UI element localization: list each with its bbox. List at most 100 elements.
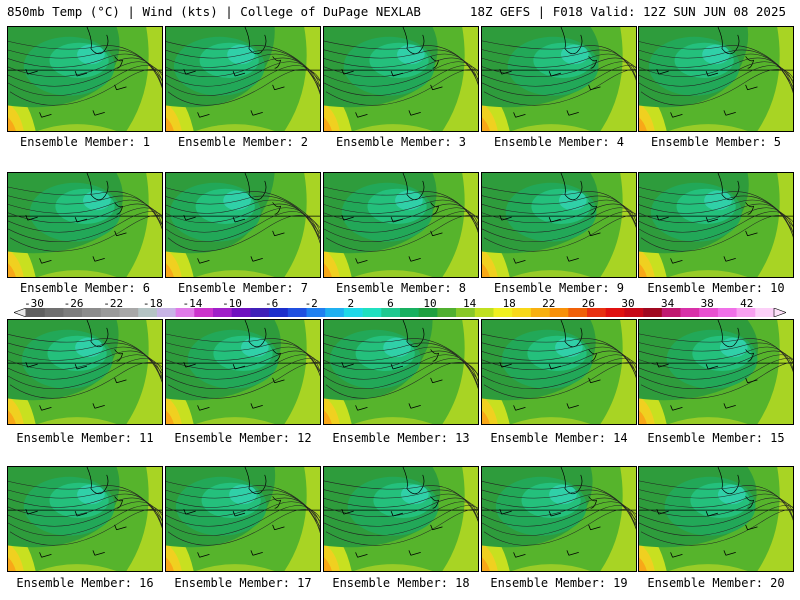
ensemble-member-caption: Ensemble Member: 12 xyxy=(174,431,312,445)
ensemble-member-caption: Ensemble Member: 3 xyxy=(335,135,467,149)
temperature-map-image xyxy=(166,173,320,277)
colorbar-swatch xyxy=(437,308,457,317)
colorbar-tick-label: 2 xyxy=(347,297,355,310)
colorbar-tick-label: -22 xyxy=(103,297,124,310)
temperature-map-image xyxy=(166,467,320,571)
header-title: 850mb Temp (°C) | Wind (kts) | College o… xyxy=(7,4,421,19)
ensemble-member-caption: Ensemble Member: 4 xyxy=(493,135,625,149)
ensemble-member-map xyxy=(481,26,637,132)
colorbar-swatch xyxy=(493,308,513,317)
colorbar-swatch xyxy=(680,308,700,317)
ensemble-member-caption: Ensemble Member: 18 xyxy=(332,576,470,590)
ensemble-member-caption: Ensemble Member: 1 xyxy=(19,135,151,149)
ensemble-member-map xyxy=(638,26,794,132)
colorbar-tick-label: 42 xyxy=(740,297,754,310)
colorbar-tick-label: -2 xyxy=(304,297,318,310)
colorbar-tick-label: 38 xyxy=(700,297,714,310)
temperature-map-image xyxy=(8,27,162,131)
colorbar-tick-label: 30 xyxy=(621,297,635,310)
colorbar-tick-label: 26 xyxy=(581,297,596,310)
colorbar-tick-label: 6 xyxy=(387,297,394,310)
colorbar-swatch xyxy=(44,308,64,317)
colorbar-swatch xyxy=(587,308,606,317)
colorbar-tick-label: -18 xyxy=(142,297,163,310)
temperature-map-image xyxy=(482,27,636,131)
colorbar-swatch xyxy=(82,308,102,317)
temperature-map-image xyxy=(324,320,478,424)
colorbar-swatch xyxy=(400,308,419,317)
colorbar-swatch xyxy=(661,308,681,317)
colorbar-swatch xyxy=(175,308,195,317)
ensemble-member-map xyxy=(481,466,637,572)
colorbar-swatch xyxy=(456,308,476,317)
colorbar-swatch xyxy=(717,308,737,317)
ensemble-member-caption: Ensemble Member: 7 xyxy=(177,281,309,295)
ensemble-member-map xyxy=(481,319,637,425)
ensemble-member-map xyxy=(165,466,321,572)
colorbar-swatch xyxy=(418,308,438,317)
colorbar-swatch xyxy=(343,308,363,317)
ensemble-member-caption: Ensemble Member: 17 xyxy=(174,576,312,590)
colorbar-swatch xyxy=(306,308,326,317)
temperature-map-image xyxy=(482,320,636,424)
colorbar-swatch xyxy=(63,308,83,317)
ensemble-member-map xyxy=(7,26,163,132)
temperature-map-image xyxy=(8,173,162,277)
colorbar-swatch xyxy=(156,308,176,317)
colorbar-tick-label: -6 xyxy=(264,297,279,310)
colorbar-swatch xyxy=(119,308,139,317)
ensemble-member-caption: Ensemble Member: 15 xyxy=(647,431,785,445)
ensemble-member-map xyxy=(638,466,794,572)
colorbar-tick-label: -10 xyxy=(222,297,242,310)
colorbar-tick-label: 18 xyxy=(502,297,516,310)
ensemble-member-caption: Ensemble Member: 19 xyxy=(490,576,628,590)
header-run-info: 18Z GEFS | F018 Valid: 12Z SUN JUN 08 20… xyxy=(469,4,786,19)
temperature-map-image xyxy=(639,27,793,131)
colorbar-swatch xyxy=(231,308,251,317)
colorbar-swatch xyxy=(605,308,625,317)
colorbar-swatch xyxy=(100,308,120,317)
temperature-map-image xyxy=(324,467,478,571)
ensemble-member-caption: Ensemble Member: 10 xyxy=(647,281,785,295)
ensemble-member-map xyxy=(165,319,321,425)
ensemble-member-map xyxy=(323,172,479,278)
colorbar-swatch xyxy=(26,308,45,317)
temperature-colorbar xyxy=(14,308,786,317)
colorbar-swatch xyxy=(194,308,214,317)
ensemble-member-caption: Ensemble Member: 20 xyxy=(647,576,785,590)
colorbar-swatch xyxy=(736,308,756,317)
ensemble-member-map xyxy=(323,466,479,572)
colorbar-swatch xyxy=(643,308,663,317)
colorbar-swatch xyxy=(699,308,719,317)
temperature-map-image xyxy=(639,320,793,424)
temperature-map-image xyxy=(482,467,636,571)
colorbar-swatch xyxy=(269,308,289,317)
colorbar-swatch xyxy=(624,308,644,317)
ensemble-member-caption: Ensemble Member: 16 xyxy=(16,576,154,590)
ensemble-member-caption: Ensemble Member: 8 xyxy=(335,281,467,295)
ensemble-member-map xyxy=(638,319,794,425)
colorbar-swatch xyxy=(325,308,345,317)
ensemble-member-map xyxy=(7,466,163,572)
temperature-map-image xyxy=(639,173,793,277)
temperature-map-image xyxy=(166,27,320,131)
colorbar-swatch xyxy=(474,308,494,317)
colorbar-swatch xyxy=(530,308,550,317)
ensemble-member-caption: Ensemble Member: 2 xyxy=(177,135,309,149)
ensemble-member-map xyxy=(638,172,794,278)
colorbar-swatch xyxy=(362,308,382,317)
ensemble-member-caption: Ensemble Member: 6 xyxy=(19,281,151,295)
colorbar-swatch xyxy=(568,308,588,317)
temperature-map-image xyxy=(8,320,162,424)
colorbar-tick-label: -30 xyxy=(24,297,44,310)
temperature-map-image xyxy=(8,467,162,571)
ensemble-member-caption: Ensemble Member: 11 xyxy=(16,431,154,445)
temperature-map-image xyxy=(639,467,793,571)
temperature-map-image xyxy=(324,27,478,131)
ensemble-member-caption: Ensemble Member: 14 xyxy=(490,431,628,445)
ensemble-member-map xyxy=(481,172,637,278)
ensemble-member-map xyxy=(165,172,321,278)
colorbar-swatch xyxy=(250,308,270,317)
ensemble-member-caption: Ensemble Member: 13 xyxy=(332,431,470,445)
colorbar-swatch xyxy=(213,308,232,317)
